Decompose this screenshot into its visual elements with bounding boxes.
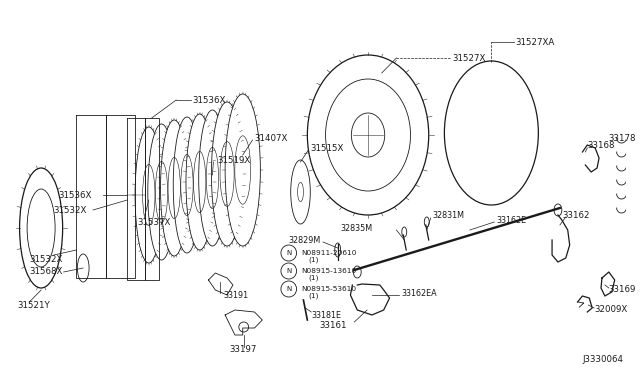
- Text: (1): (1): [308, 293, 319, 299]
- Text: (1): (1): [308, 257, 319, 263]
- Text: 32009X: 32009X: [594, 305, 627, 314]
- Text: 33162E: 33162E: [496, 215, 526, 224]
- Text: N08915-53610: N08915-53610: [301, 286, 356, 292]
- Text: N: N: [286, 250, 291, 256]
- Text: 31537X: 31537X: [137, 218, 170, 227]
- Text: 33161: 33161: [319, 321, 346, 330]
- Text: 31568X: 31568X: [29, 267, 63, 276]
- Text: 31536X: 31536X: [59, 190, 92, 199]
- Text: (1): (1): [308, 275, 319, 281]
- Text: 31532X: 31532X: [29, 256, 63, 264]
- Text: 33162: 33162: [563, 211, 590, 219]
- Ellipse shape: [198, 110, 226, 246]
- Text: 31515X: 31515X: [310, 144, 344, 153]
- Text: 33162EA: 33162EA: [401, 289, 437, 298]
- Ellipse shape: [351, 113, 385, 157]
- Ellipse shape: [20, 168, 63, 288]
- Text: 31532X: 31532X: [54, 205, 87, 215]
- Ellipse shape: [135, 127, 163, 263]
- Text: 32835M: 32835M: [340, 224, 372, 232]
- Text: 31521Y: 31521Y: [18, 301, 51, 310]
- Ellipse shape: [225, 94, 260, 246]
- Ellipse shape: [173, 117, 201, 253]
- Text: 33178: 33178: [609, 134, 636, 142]
- Text: 31527X: 31527X: [452, 54, 486, 62]
- Text: 32829M: 32829M: [289, 235, 321, 244]
- Text: N: N: [286, 286, 291, 292]
- Text: N: N: [286, 268, 291, 274]
- Ellipse shape: [307, 55, 429, 215]
- Text: N08915-13610: N08915-13610: [301, 268, 356, 274]
- Text: 32831M: 32831M: [433, 211, 465, 219]
- Text: 31519X: 31519X: [218, 155, 250, 164]
- Text: 33181E: 33181E: [311, 311, 341, 320]
- Text: 31527XA: 31527XA: [516, 38, 555, 46]
- Text: 33191: 33191: [223, 292, 248, 301]
- Text: 33168: 33168: [588, 141, 615, 150]
- Ellipse shape: [326, 79, 410, 191]
- Text: 33197: 33197: [229, 346, 257, 355]
- Text: N08911-20610: N08911-20610: [301, 250, 357, 256]
- Ellipse shape: [444, 61, 538, 205]
- Ellipse shape: [211, 102, 243, 246]
- Ellipse shape: [77, 254, 89, 282]
- Ellipse shape: [291, 160, 310, 224]
- Ellipse shape: [148, 124, 175, 260]
- Ellipse shape: [186, 114, 213, 250]
- Text: 33169: 33169: [609, 285, 636, 295]
- Text: J3330064: J3330064: [582, 356, 623, 365]
- Text: 31407X: 31407X: [255, 134, 288, 142]
- Ellipse shape: [161, 120, 188, 256]
- Text: 31536X: 31536X: [193, 96, 226, 105]
